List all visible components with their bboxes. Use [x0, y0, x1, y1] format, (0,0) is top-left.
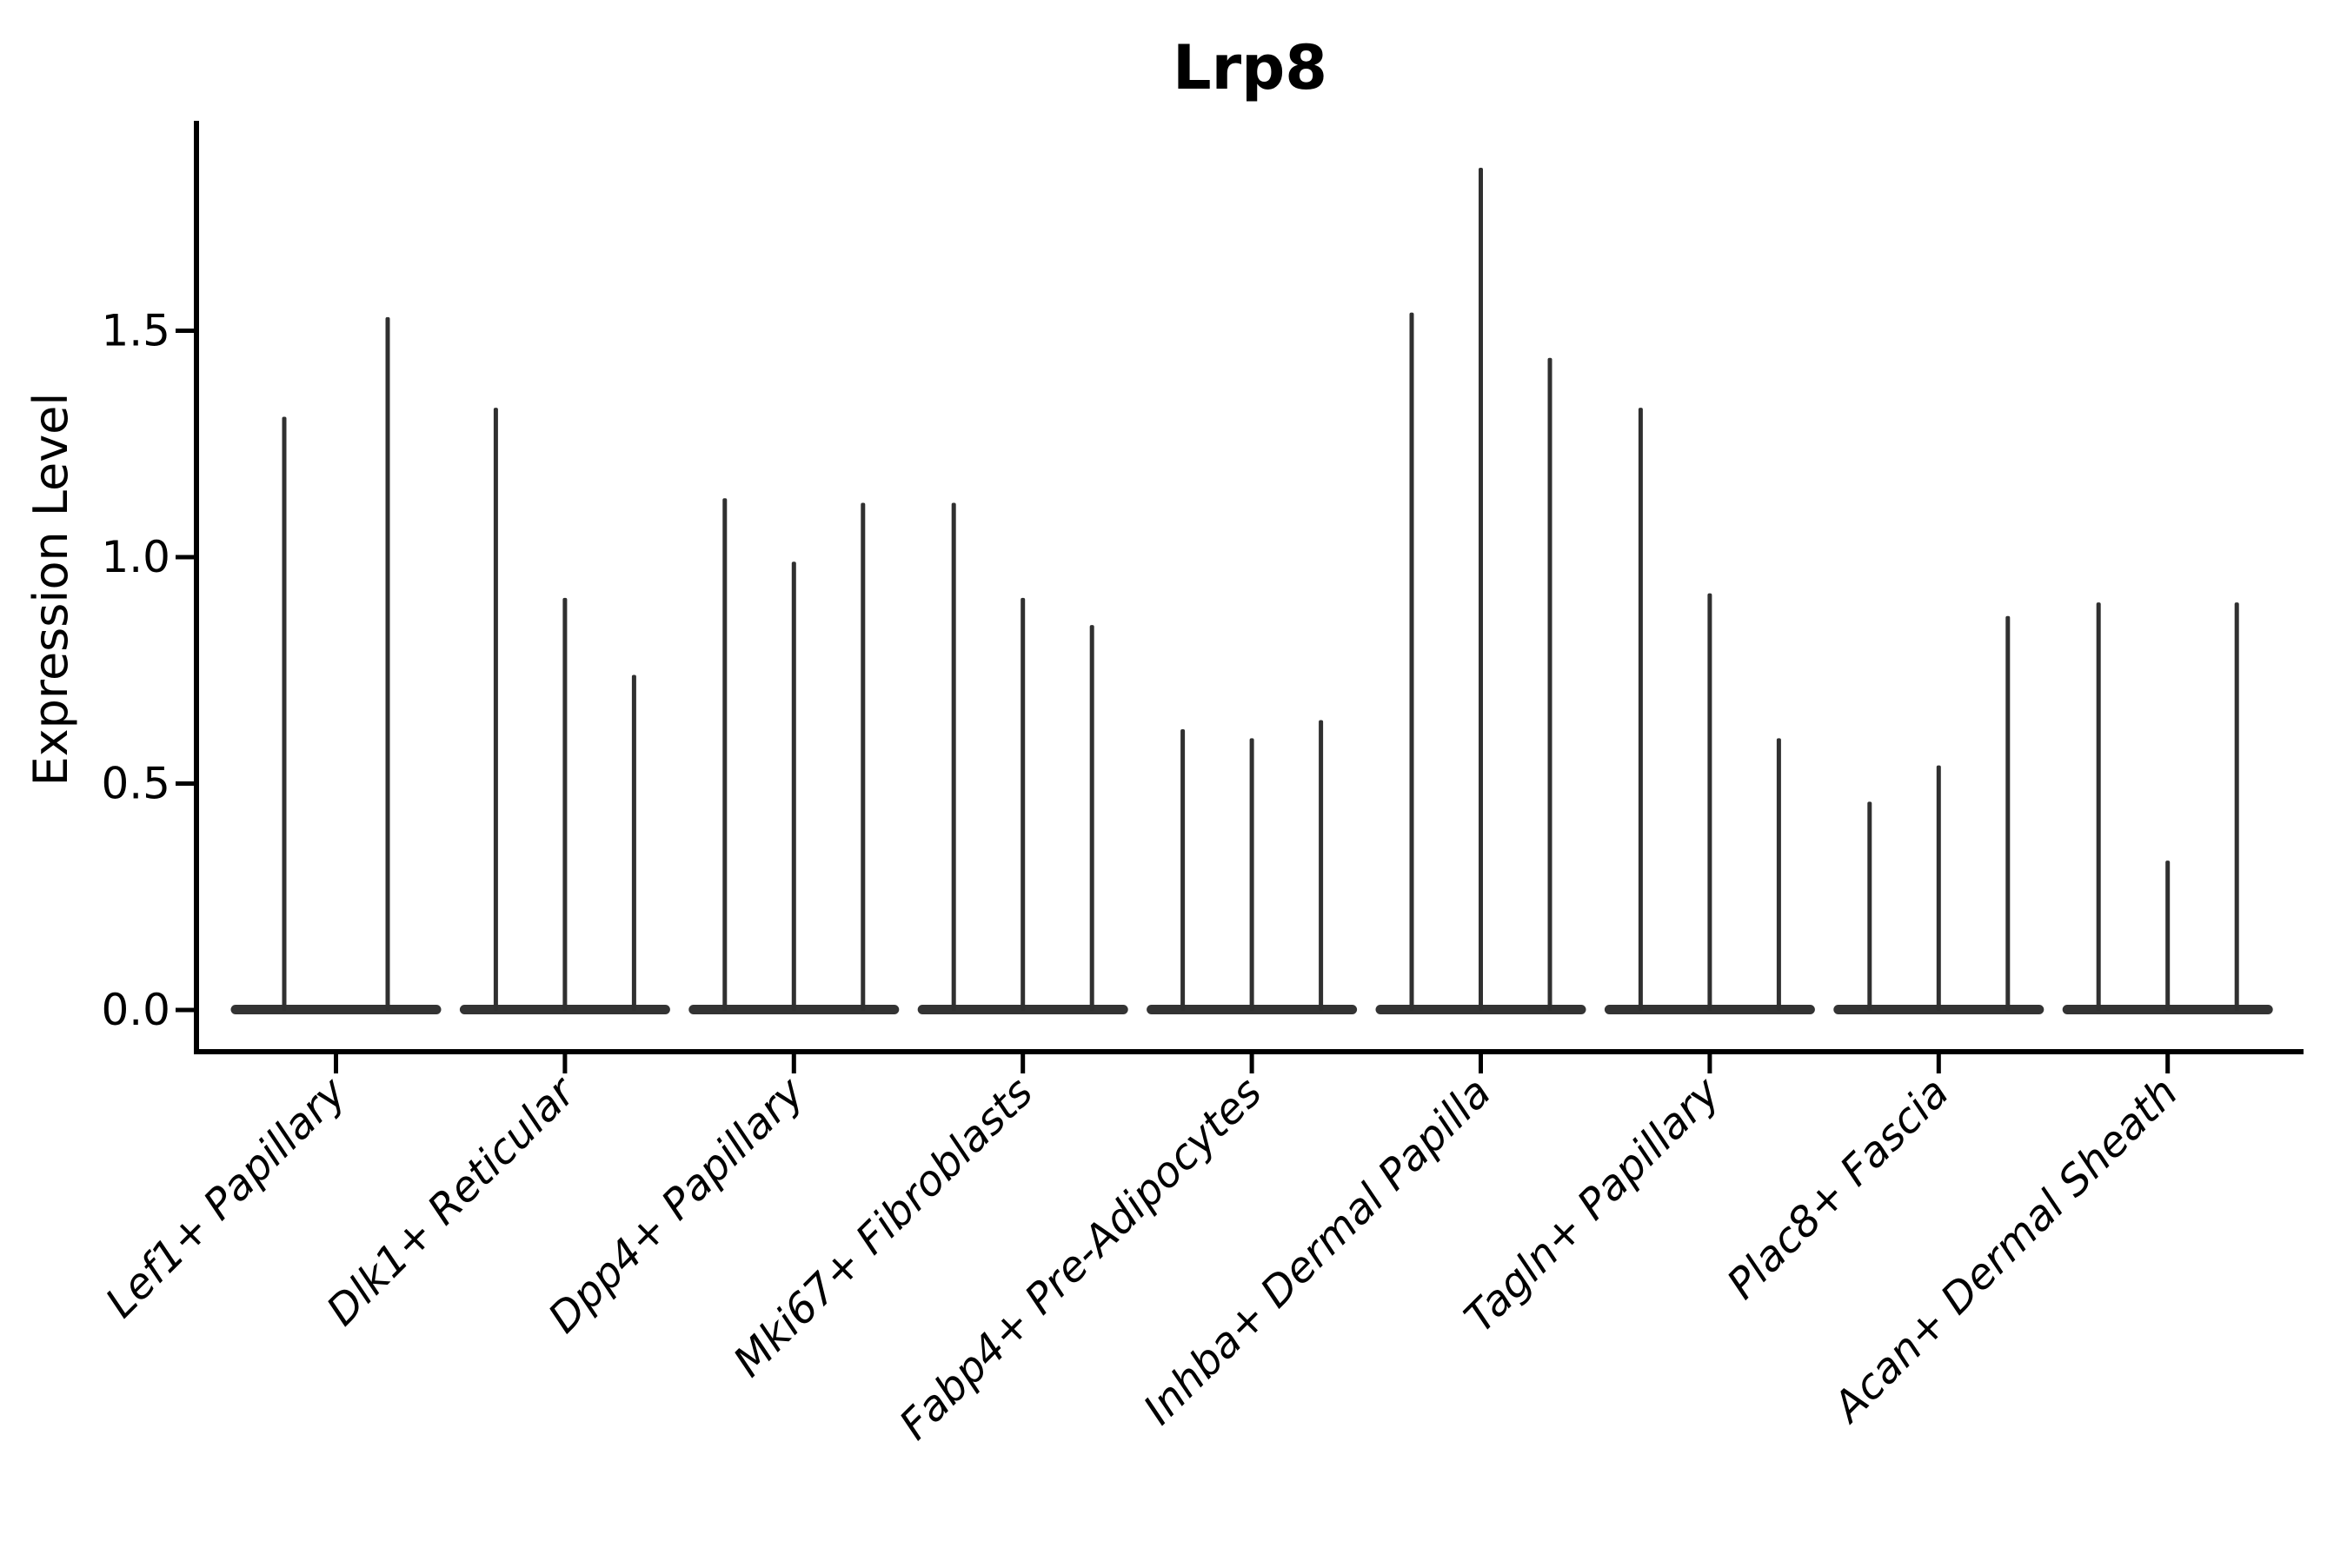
y-tick-label: 0.0 — [101, 985, 170, 1035]
y-axis-spine — [194, 121, 199, 1054]
chart-title: Lrp8 — [1173, 32, 1327, 103]
violin-base — [230, 1005, 442, 1014]
violin-spike — [2005, 615, 2011, 1011]
violin-spike — [722, 498, 728, 1011]
violin-spike — [1638, 408, 1643, 1011]
x-tick — [1021, 1054, 1026, 1073]
violin-spike — [1867, 801, 1872, 1011]
y-tick — [176, 1007, 194, 1013]
violin-spike — [2096, 602, 2101, 1011]
x-axis-spine — [194, 1049, 2304, 1054]
x-tick — [1479, 1054, 1483, 1073]
violin-spike — [493, 408, 498, 1011]
violin-spike — [1479, 167, 1483, 1011]
violin-spike — [1089, 625, 1094, 1011]
violin-spike — [282, 416, 287, 1011]
violin-spike — [791, 561, 796, 1011]
violin-spike — [1180, 728, 1186, 1011]
violin-spike — [631, 674, 636, 1011]
violin-spike — [1249, 738, 1254, 1011]
violin-spike — [562, 597, 568, 1011]
x-tick-label: Fabp4+ Pre-Adipocytes — [890, 1068, 1272, 1450]
x-tick — [1249, 1054, 1254, 1073]
x-tick — [562, 1054, 568, 1073]
x-tick — [791, 1054, 796, 1073]
y-axis-label: Expression Level — [23, 393, 78, 787]
violin-spike — [1547, 357, 1552, 1011]
x-tick — [1707, 1054, 1712, 1073]
violin-spike — [1776, 738, 1781, 1011]
y-tick — [176, 329, 194, 333]
violin-spike — [2234, 602, 2239, 1011]
violins-layer — [230, 167, 2273, 1014]
y-tick-label: 0.5 — [101, 759, 170, 809]
violin-spike — [1707, 593, 1712, 1011]
x-tick-label: Dlk1+ Reticular — [317, 1066, 587, 1336]
violin-spike — [861, 502, 866, 1011]
y-tick-label: 1.0 — [101, 532, 170, 582]
y-tick — [176, 555, 194, 560]
x-tick-label: Tagln+ Papillary — [1455, 1067, 1730, 1342]
violin-spike — [1319, 720, 1324, 1011]
x-tick-label: Dpp4+ Papillary — [539, 1067, 814, 1342]
violin-spike — [385, 316, 390, 1011]
x-tick — [334, 1054, 338, 1073]
y-tick-label: 1.5 — [101, 306, 170, 356]
violin-spike — [1409, 312, 1414, 1011]
x-tick-label: Lef1+ Papillary — [96, 1067, 356, 1327]
violin-spike — [1936, 765, 1941, 1011]
x-tick — [2165, 1054, 2171, 1073]
violin-spike — [2165, 860, 2171, 1011]
violin-spike — [1021, 597, 1026, 1011]
violin-spike — [951, 502, 956, 1011]
x-tick — [1936, 1054, 1941, 1073]
axes-layer — [176, 121, 2304, 1073]
x-tick-label: Plac8+ Fascia — [1718, 1068, 1958, 1309]
y-tick — [176, 781, 194, 786]
